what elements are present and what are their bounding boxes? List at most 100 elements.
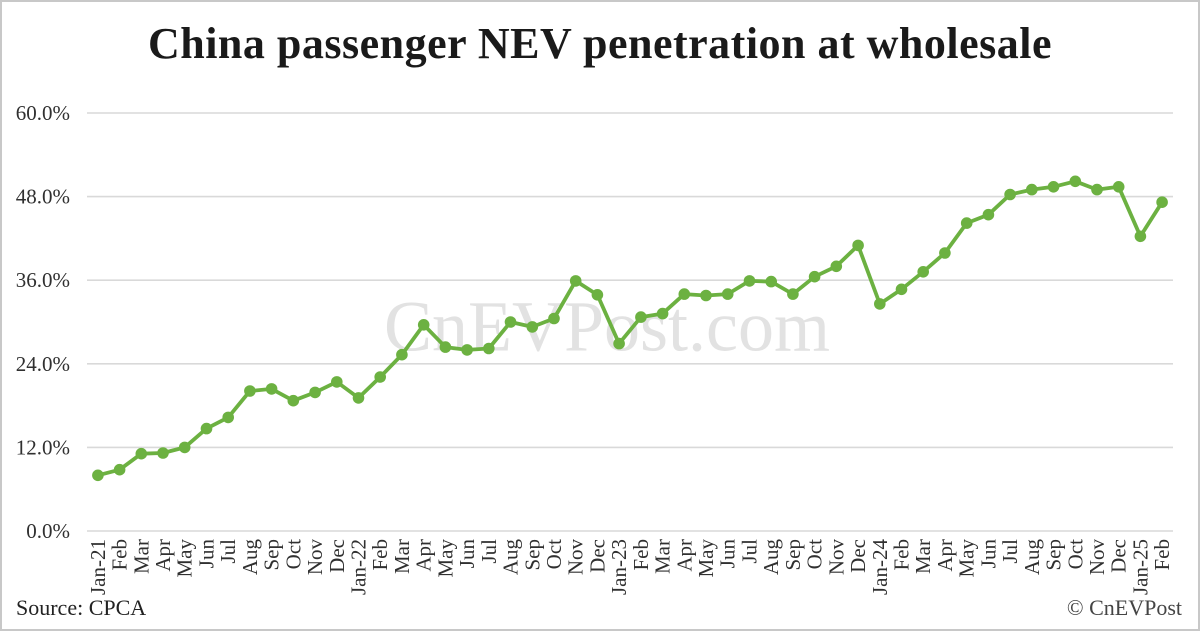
x-axis-tick-label: Jun — [455, 539, 479, 569]
x-axis-tick-label: Apr — [151, 539, 175, 572]
x-axis-tick-label: May — [955, 539, 979, 578]
data-point-marker — [1091, 183, 1103, 196]
x-axis-tick-label: Jun — [194, 539, 218, 569]
source-label: Source: CPCA — [16, 595, 147, 620]
x-axis-tick-label: Aug — [759, 539, 783, 576]
data-point-marker — [352, 392, 365, 404]
x-axis-tick-label: Oct — [281, 539, 305, 569]
x-axis-tick-label: Sep — [1042, 539, 1066, 571]
gridlines — [87, 112, 1173, 532]
data-point-marker — [483, 342, 495, 355]
data-point-marker — [222, 411, 234, 424]
data-point-marker — [765, 275, 777, 288]
x-axis-tick-label: Dec — [325, 539, 349, 573]
x-axis-tick-label: Apr — [412, 539, 436, 572]
y-axis-tick-label: 12.0% — [16, 435, 70, 459]
chart-title: China passenger NEV penetration at whole… — [147, 19, 1053, 68]
data-point-marker — [439, 341, 452, 353]
data-point-marker — [309, 386, 321, 399]
x-axis-tick-label: May — [173, 539, 197, 578]
data-point-marker — [200, 422, 213, 435]
data-point-marker — [92, 469, 104, 482]
x-axis-labels: Jan-21FebMarAprMayJunJulAugSepOctNovDecJ… — [86, 539, 1174, 595]
data-point-marker — [895, 283, 908, 296]
data-point-marker — [852, 239, 864, 252]
x-axis-tick-label: Oct — [542, 539, 566, 569]
data-point-marker — [917, 266, 929, 278]
data-point-marker — [808, 270, 821, 283]
x-axis-tick-label: Jul — [998, 539, 1022, 564]
series-nev-penetration — [92, 175, 1168, 482]
data-point-marker — [331, 376, 343, 388]
data-point-marker — [396, 348, 408, 361]
x-axis-tick-label: Nov — [1085, 539, 1109, 576]
data-point-marker — [244, 385, 256, 397]
x-axis-tick-label: Aug — [499, 539, 523, 576]
data-point-marker — [504, 316, 517, 328]
x-axis-tick-label: Oct — [1063, 539, 1087, 569]
y-axis-tick-label: 36.0% — [16, 268, 70, 292]
x-axis-tick-label: Dec — [846, 539, 870, 573]
copyright-label: © CnEVPost — [1066, 595, 1182, 620]
data-point-marker — [700, 289, 712, 302]
x-axis-tick-label: Jan-21 — [86, 539, 110, 595]
x-axis-tick-label: Feb — [368, 539, 392, 571]
series-line — [96, 179, 1164, 478]
x-axis-tick-label: Jun — [976, 539, 1000, 569]
data-point-marker — [461, 344, 473, 356]
data-point-marker — [1004, 188, 1016, 201]
data-point-marker — [178, 441, 191, 454]
data-point-marker — [787, 288, 799, 300]
data-point-marker — [265, 383, 278, 395]
x-axis-tick-label: Sep — [520, 539, 544, 571]
x-axis-tick-label: Sep — [260, 539, 284, 571]
data-point-marker — [721, 288, 734, 300]
data-point-marker — [656, 307, 669, 320]
x-axis-tick-label: Nov — [303, 539, 327, 576]
data-point-marker — [135, 447, 148, 460]
data-point-marker — [548, 312, 560, 325]
x-axis-tick-label: Mar — [911, 539, 935, 574]
x-axis-tick-label: Oct — [803, 539, 827, 569]
y-axis-tick-label: 0.0% — [26, 519, 70, 543]
data-point-marker — [113, 463, 126, 476]
data-point-marker — [939, 247, 951, 259]
data-point-marker — [526, 321, 539, 333]
data-point-marker — [1134, 230, 1147, 243]
x-axis-tick-label: Apr — [933, 539, 957, 572]
x-axis-tick-label: Feb — [1150, 539, 1174, 571]
x-axis-tick-label: Jun — [716, 539, 740, 569]
x-axis-tick-label: Mar — [390, 539, 414, 574]
x-axis-tick-label: Nov — [824, 539, 848, 576]
x-axis-tick-label: Mar — [651, 539, 675, 574]
data-point-marker — [960, 217, 973, 229]
data-point-marker — [635, 311, 647, 323]
data-point-marker — [157, 447, 169, 459]
y-axis-tick-label: 60.0% — [16, 101, 70, 125]
data-point-marker — [613, 337, 625, 350]
x-axis-tick-label: May — [694, 539, 718, 578]
data-point-marker — [1069, 175, 1082, 188]
data-point-marker — [830, 260, 843, 273]
x-axis-tick-label: Jan-24 — [868, 539, 892, 595]
data-point-marker — [287, 394, 300, 407]
x-axis-tick-label: Feb — [108, 539, 132, 571]
x-axis-tick-label: May — [433, 539, 457, 578]
x-axis-tick-label: Jul — [216, 539, 240, 564]
x-axis-tick-label: Apr — [672, 539, 696, 572]
x-axis-tick-label: Nov — [564, 539, 588, 576]
x-axis-tick-label: Jul — [737, 539, 761, 564]
data-point-marker — [982, 208, 995, 221]
x-axis-tick-label: Feb — [890, 539, 914, 571]
data-point-marker — [374, 371, 387, 383]
y-axis-labels: 0.0% 12.0% 24.0% 36.0% 48.0% 60.0% — [16, 101, 70, 543]
x-axis-tick-label: Jan-25 — [1128, 539, 1152, 595]
data-point-marker — [1026, 183, 1038, 196]
data-point-marker — [417, 319, 430, 331]
data-point-marker — [591, 289, 604, 301]
x-axis-tick-label: Jan-22 — [347, 539, 371, 595]
x-axis-tick-label: Jul — [477, 539, 501, 564]
x-axis-tick-label: Feb — [629, 539, 653, 571]
